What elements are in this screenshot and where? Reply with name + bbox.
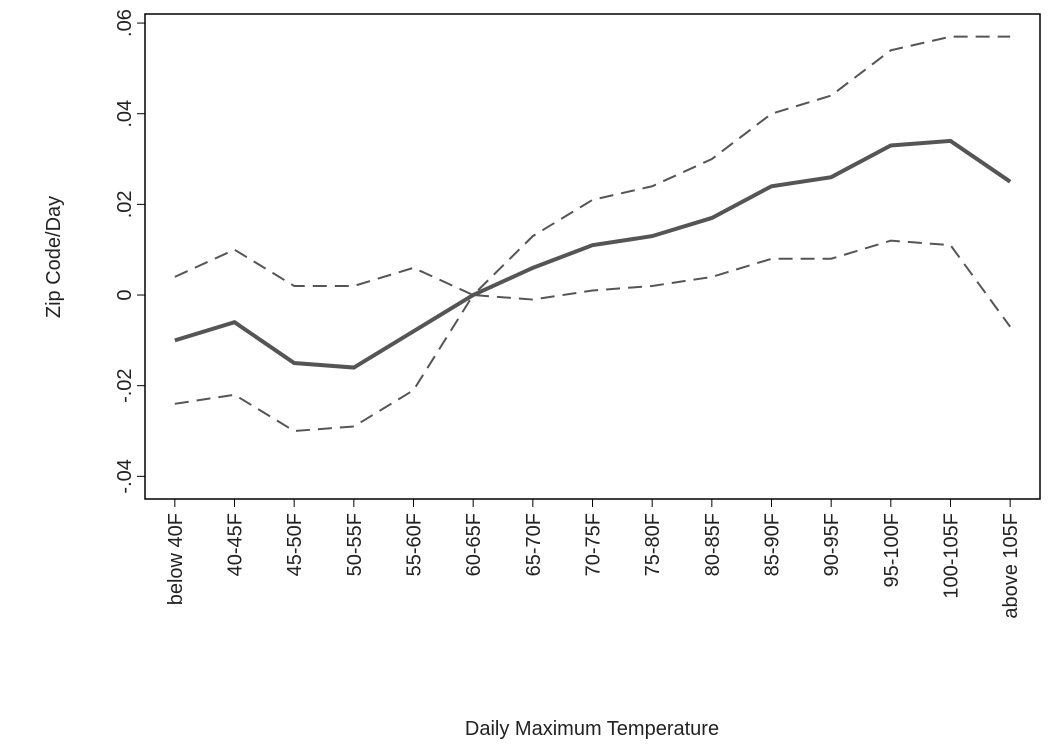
y-axis-label: Zip Code/Day — [43, 196, 65, 318]
x-tick-label: above 105F — [1000, 513, 1022, 619]
x-tick-label: 90-95F — [821, 513, 843, 576]
ci-line — [174, 239, 1011, 433]
x-tick-label: 100-105F — [941, 513, 963, 599]
y-tick-label: -.02 — [114, 368, 136, 402]
x-tick-label: 40-45F — [225, 513, 247, 576]
x-tick-label: 75-80F — [642, 513, 664, 576]
x-tick-label: 50-55F — [344, 513, 366, 576]
y-tick-label: 0 — [114, 289, 136, 300]
y-tick-label: .06 — [114, 9, 136, 37]
y-tick-label: .02 — [114, 190, 136, 218]
x-tick-label: below 40F — [165, 513, 187, 605]
y-tick-label: .04 — [114, 100, 136, 128]
x-tick-label: 80-85F — [702, 513, 724, 576]
estimate-line — [174, 138, 1012, 370]
x-tick-label: 70-75F — [583, 513, 605, 576]
x-tick-label: 85-90F — [762, 513, 784, 576]
x-tick-label: 95-100F — [881, 513, 903, 588]
y-tick-label: -.04 — [114, 459, 136, 493]
x-axis-label: Daily Maximum Temperature — [465, 718, 719, 740]
x-tick-label: 45-50F — [284, 513, 306, 576]
plot-frame — [144, 13, 1041, 500]
ci-line — [174, 35, 1011, 297]
x-tick-label: 60-65F — [463, 513, 485, 576]
x-tick-label: 65-70F — [523, 513, 545, 576]
x-tick-label: 55-60F — [404, 513, 426, 576]
